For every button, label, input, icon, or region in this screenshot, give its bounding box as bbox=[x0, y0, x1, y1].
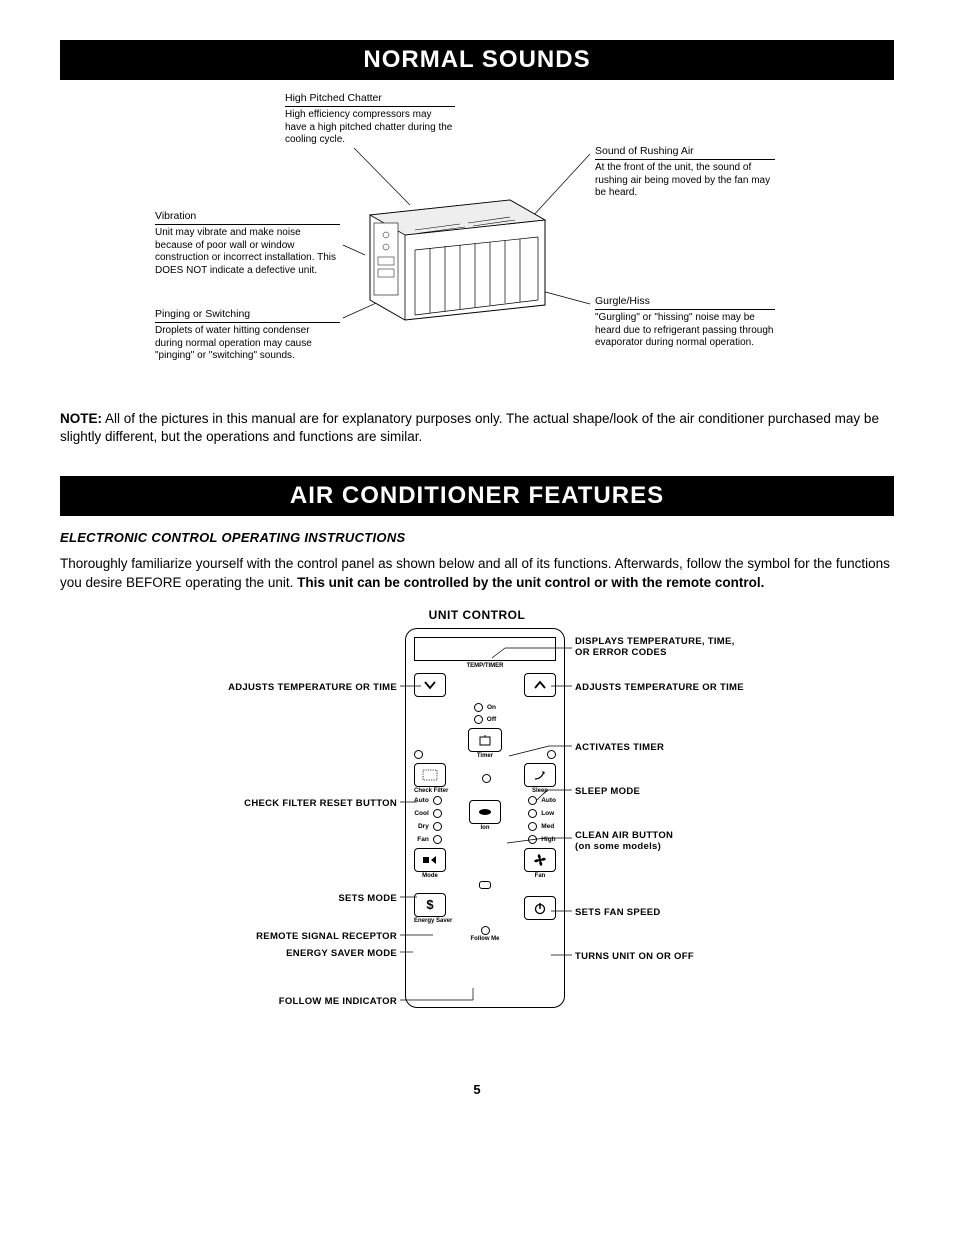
led-on: On bbox=[474, 703, 496, 712]
panel-text-low: Low bbox=[541, 810, 554, 817]
body-paragraph: Thoroughly familiarize yourself with the… bbox=[60, 555, 894, 591]
callout-title: Vibration bbox=[155, 210, 340, 225]
led-off: Off bbox=[474, 715, 496, 724]
panel-text-cool: Cool bbox=[414, 810, 428, 817]
led-cool: Cool bbox=[414, 809, 441, 818]
remote-receptor bbox=[479, 881, 491, 889]
led-low: Low bbox=[528, 809, 556, 818]
label-power: TURNS UNIT ON OR OFF bbox=[575, 951, 694, 962]
label-follow: FOLLOW ME INDICATOR bbox=[279, 996, 397, 1007]
fan-icon bbox=[533, 853, 547, 867]
panel-title: UNIT CONTROL bbox=[60, 608, 894, 622]
callout-gurgle: Gurgle/Hiss "Gurgling" or "hissing" nois… bbox=[595, 295, 775, 350]
power-button[interactable] bbox=[524, 896, 556, 920]
banner-normal-sounds: NORMAL SOUNDS bbox=[60, 40, 894, 80]
ion-icon bbox=[477, 807, 493, 817]
check-filter-button[interactable] bbox=[414, 763, 446, 787]
panel-text-checkfilter: Check Filter bbox=[414, 788, 448, 794]
label-clean-air-title: CLEAN AIR BUTTON bbox=[575, 830, 673, 841]
callout-vibration: Vibration Unit may vibrate and make nois… bbox=[155, 210, 340, 277]
label-energy: ENERGY SAVER MODE bbox=[286, 948, 397, 959]
label-clean-air-sub: (on some models) bbox=[575, 841, 661, 852]
label-adjust-left: ADJUSTS TEMPERATURE OR TIME bbox=[228, 682, 397, 693]
panel-text-high: High bbox=[541, 836, 555, 843]
panel-text-off: Off bbox=[487, 716, 496, 723]
panel-text-on: On bbox=[487, 704, 496, 711]
panel-text-timer: Timer bbox=[468, 753, 502, 759]
label-remote: REMOTE SIGNAL RECEPTOR bbox=[256, 931, 397, 942]
energy-saver-button[interactable]: $ bbox=[414, 893, 446, 917]
mode-icon bbox=[422, 854, 438, 866]
sleep-button[interactable] bbox=[524, 763, 556, 787]
dollar-icon: $ bbox=[426, 897, 433, 912]
label-sets-mode: SETS MODE bbox=[338, 893, 397, 904]
callout-title: Pinging or Switching bbox=[155, 308, 340, 323]
panel-text-followme: Follow Me bbox=[471, 936, 500, 942]
filter-icon bbox=[422, 769, 438, 781]
callout-text: High efficiency compressors may have a h… bbox=[285, 109, 455, 147]
led-indicator bbox=[414, 750, 423, 759]
note-text: All of the pictures in this manual are f… bbox=[60, 411, 879, 444]
led-auto2: Auto bbox=[528, 796, 556, 805]
chevron-up-icon bbox=[533, 680, 547, 690]
timer-icon bbox=[478, 733, 492, 747]
label-display: DISPLAYS TEMPERATURE, TIME, OR ERROR COD… bbox=[575, 636, 745, 659]
mode-button[interactable] bbox=[414, 848, 446, 872]
callout-title: High Pitched Chatter bbox=[285, 92, 455, 107]
callout-text: Droplets of water hitting condenser duri… bbox=[155, 325, 340, 363]
callout-title: Sound of Rushing Air bbox=[595, 145, 775, 160]
label-activates-timer: ACTIVATES TIMER bbox=[575, 742, 664, 753]
panel-text-med: Med bbox=[541, 823, 554, 830]
callout-title: Gurgle/Hiss bbox=[595, 295, 775, 310]
power-icon bbox=[533, 901, 547, 915]
label-check-filter: CHECK FILTER RESET BUTTON bbox=[244, 798, 397, 809]
panel-text-ion: Ion bbox=[469, 825, 501, 831]
panel-text-dry: Dry bbox=[418, 823, 429, 830]
panel-text-fanmode: Fan bbox=[417, 836, 429, 843]
panel-text-temptimer: TEMP/TIMER bbox=[414, 663, 556, 669]
led-indicator bbox=[547, 750, 556, 759]
chevron-down-icon bbox=[423, 680, 437, 690]
callout-text: At the front of the unit, the sound of r… bbox=[595, 162, 775, 200]
up-button[interactable] bbox=[524, 673, 556, 697]
panel-text-energy: Energy Saver bbox=[414, 918, 452, 924]
panel-text-sleep: Sleep bbox=[524, 788, 556, 794]
panel-text-auto: Auto bbox=[414, 797, 429, 804]
led-followme bbox=[481, 926, 490, 935]
ion-button[interactable] bbox=[469, 800, 501, 824]
down-button[interactable] bbox=[414, 673, 446, 697]
label-adjust-right: ADJUSTS TEMPERATURE OR TIME bbox=[575, 682, 744, 693]
callout-rushing: Sound of Rushing Air At the front of the… bbox=[595, 145, 775, 200]
led-indicator bbox=[482, 774, 491, 783]
callout-pinging: Pinging or Switching Droplets of water h… bbox=[155, 308, 340, 363]
panel-text-auto2: Auto bbox=[541, 797, 556, 804]
led-auto: Auto bbox=[414, 796, 442, 805]
control-panel: TEMP/TIMER On Off Timer bbox=[405, 628, 565, 1008]
sounds-diagram: High Pitched Chatter High efficiency com… bbox=[60, 90, 894, 400]
panel-text-mode: Mode bbox=[414, 873, 446, 879]
led-med: Med bbox=[528, 822, 556, 831]
control-panel-diagram: ADJUSTS TEMPERATURE OR TIME CHECK FILTER… bbox=[97, 628, 857, 1058]
callout-text: Unit may vibrate and make noise because … bbox=[155, 227, 340, 277]
callout-text: "Gurgling" or "hissing" noise may be hea… bbox=[595, 312, 775, 350]
ac-unit-illustration bbox=[360, 175, 550, 325]
sleep-icon bbox=[533, 769, 547, 781]
panel-text-fan: Fan bbox=[524, 873, 556, 879]
label-sets-fan: SETS FAN SPEED bbox=[575, 907, 661, 918]
led-dry: Dry bbox=[418, 822, 442, 831]
display-window bbox=[414, 637, 556, 661]
body-text-b: This unit can be controlled by the unit … bbox=[297, 575, 764, 590]
label-sleep: SLEEP MODE bbox=[575, 786, 640, 797]
label-clean-air: CLEAN AIR BUTTON (on some models) bbox=[575, 830, 673, 852]
led-fan: Fan bbox=[417, 835, 442, 844]
page-number: 5 bbox=[60, 1082, 894, 1097]
banner-features: AIR CONDITIONER FEATURES bbox=[60, 476, 894, 516]
callout-chatter: High Pitched Chatter High efficiency com… bbox=[285, 92, 455, 147]
note-paragraph: NOTE: All of the pictures in this manual… bbox=[60, 410, 894, 446]
note-label: NOTE: bbox=[60, 411, 102, 426]
fan-button[interactable] bbox=[524, 848, 556, 872]
subheading: ELECTRONIC CONTROL OPERATING INSTRUCTION… bbox=[60, 530, 894, 545]
led-high: High bbox=[528, 835, 556, 844]
timer-button[interactable] bbox=[468, 728, 502, 752]
